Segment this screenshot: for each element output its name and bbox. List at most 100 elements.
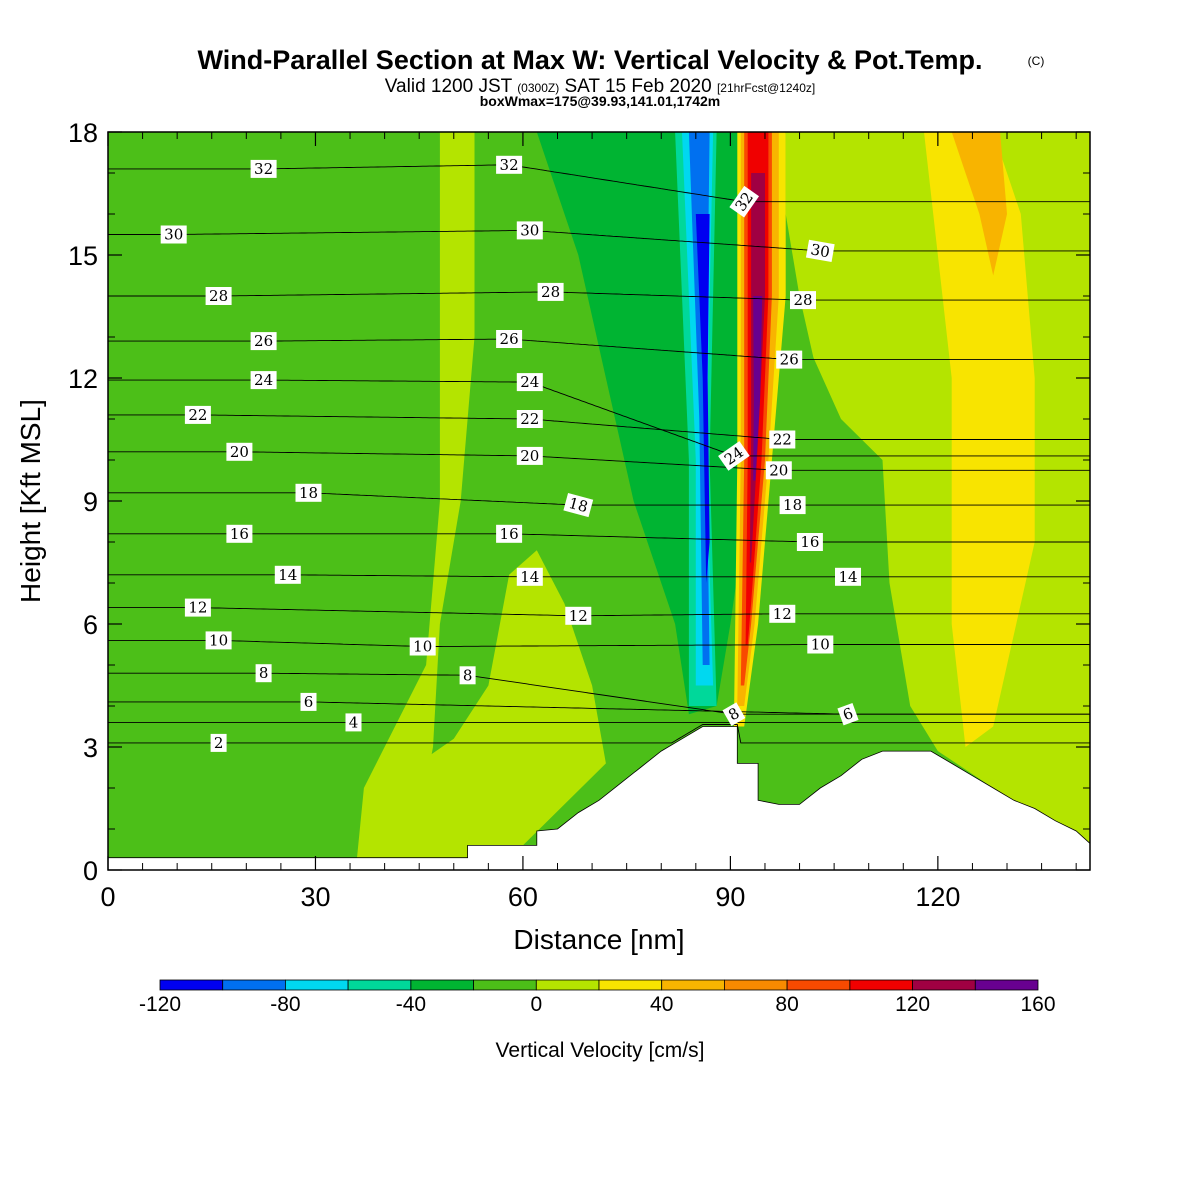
velocity-region-orange-right [951, 132, 1007, 276]
contour-label-text: 4 [349, 713, 359, 731]
contour-label-text: 12 [773, 605, 792, 623]
contour-label-text: 18 [783, 496, 802, 514]
contour-label-text: 6 [304, 693, 314, 711]
contour-label-28: 28 [790, 291, 816, 310]
contour-label-box [779, 496, 806, 515]
chart-subtitle: Valid 1200 JST (0300Z) SAT 15 Feb 2020 [… [385, 76, 815, 97]
contour-label-16: 16 [226, 524, 253, 543]
contour-label-box [516, 373, 543, 392]
contour-label-box [496, 524, 523, 543]
isentrope-14 [108, 574, 1090, 578]
contour-label-text: 18 [567, 494, 590, 516]
x-tick-label: 120 [915, 882, 960, 912]
y-tick-label: 15 [68, 241, 98, 271]
x-tick-label: 0 [100, 882, 115, 912]
isentrope-20 [108, 451, 1090, 471]
contour-label-26: 26 [250, 332, 277, 351]
y-tick-label: 18 [68, 118, 98, 148]
contour-label-12: 12 [184, 598, 211, 617]
y-tick-label: 3 [83, 733, 98, 763]
contour-label-text: 22 [520, 410, 539, 428]
contour-label-text: 10 [811, 636, 830, 654]
contour-label-text: 30 [164, 226, 183, 244]
contour-label-box [805, 239, 835, 263]
contour-label-text: 14 [520, 568, 539, 586]
terrain [108, 726, 1090, 870]
contour-label-box [496, 155, 523, 174]
colorbar-swatch [535, 979, 600, 991]
contour-label-14: 14 [516, 567, 543, 586]
colorbar-swatch [284, 979, 349, 991]
contour-label-box [226, 524, 253, 543]
terrain-profile [108, 726, 1090, 870]
chart-box-info: boxWmax=175@39.93,141.01,1742m [480, 93, 721, 109]
contour-label-box [459, 666, 476, 685]
contour-label-text: 26 [780, 351, 799, 369]
velocity-region-light-band-left [357, 132, 475, 858]
contour-label-18: 18 [779, 496, 806, 515]
colorbar-swatch [849, 979, 914, 991]
contour-label-box [790, 291, 816, 310]
velocity-fields [357, 132, 1090, 858]
contour-label-box [496, 330, 523, 348]
contour-label-32: 32 [496, 155, 523, 174]
contour-label-box [776, 350, 803, 369]
contour-label-18: 18 [295, 483, 322, 502]
contour-label-26: 26 [776, 350, 803, 369]
contour-label-24: 24 [250, 371, 277, 390]
contour-label-2: 2 [210, 733, 227, 752]
contour-label-text: 32 [500, 156, 519, 174]
velocity-region-light-low [370, 550, 606, 858]
colorbar-tick-label: 80 [775, 993, 798, 1016]
contour-label-box [563, 493, 594, 518]
colorbar-swatch [724, 979, 788, 991]
contour-label-box [835, 567, 861, 586]
contour-label-16: 16 [796, 533, 823, 551]
colorbar-swatch [347, 979, 412, 991]
contour-label-10: 10 [205, 631, 232, 650]
colorbar-swatch [786, 979, 851, 991]
contour-label-text: 8 [463, 666, 473, 684]
contour-label-box [769, 604, 796, 623]
contour-label-text: 24 [254, 371, 273, 389]
contour-label-box [205, 287, 232, 305]
colorbar-tick-label: 0 [530, 993, 542, 1016]
contour-label-box [226, 442, 253, 461]
contour-label-box [718, 441, 750, 471]
contour-label-box [516, 567, 543, 586]
colorbar-title: Vertical Velocity [cm/s] [496, 1039, 705, 1062]
contour-label-28: 28 [537, 282, 564, 301]
contour-label-box [184, 598, 211, 617]
y-tick-label: 12 [68, 364, 98, 394]
contour-label-16: 16 [496, 524, 523, 543]
copyright-mark: (C) [1028, 54, 1045, 68]
contour-label-22: 22 [769, 430, 796, 449]
contour-label-box [722, 702, 746, 726]
contour-label-text: 16 [500, 525, 519, 543]
contour-label-18: 18 [563, 493, 594, 518]
contour-label-box [565, 606, 592, 625]
contour-label-box [274, 565, 301, 584]
colorbar-tick-label: 160 [1020, 993, 1055, 1016]
colorbar-swatch [912, 979, 976, 991]
isentrope-30 [108, 229, 1090, 252]
x-tick-label: 90 [715, 882, 745, 912]
contour-label-text: 14 [838, 568, 857, 586]
contour-label-box [837, 703, 859, 726]
contour-label-box [807, 635, 834, 654]
colorbar-swatch [598, 979, 663, 991]
contour-label-text: 28 [209, 287, 228, 305]
contour-label-text: 20 [230, 443, 249, 461]
contour-label-box [250, 332, 277, 351]
isentrope-lines [108, 164, 1090, 744]
colorbar-tick-label: -80 [270, 993, 300, 1016]
contour-label-box [729, 185, 760, 218]
contour-label-box [184, 405, 211, 424]
contour-label-text: 12 [569, 607, 588, 625]
colorbar: -120 -80 -40 0 40 80 120 160 [139, 979, 1056, 1016]
contour-label-text: 20 [520, 447, 539, 465]
contour-label-text: 32 [254, 160, 273, 178]
